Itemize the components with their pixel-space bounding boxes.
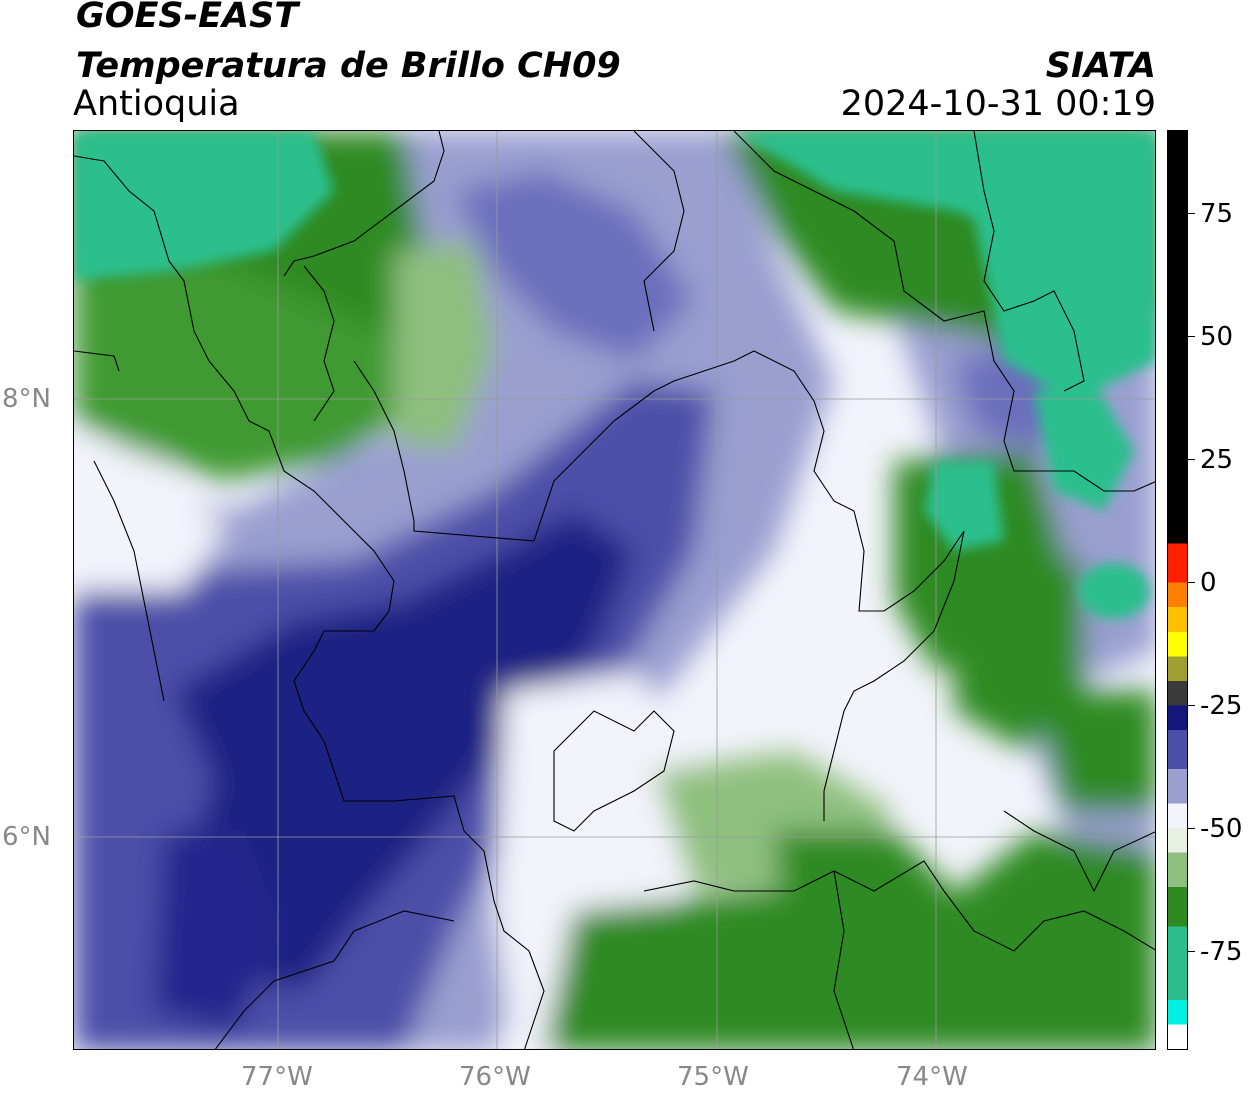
boundaries <box>74 131 1155 1049</box>
colorbar-tick <box>1188 581 1195 584</box>
antioquia-north-border <box>533 350 965 612</box>
aburra-valley <box>553 710 675 832</box>
lat-label-6n: 6°N <box>2 822 51 852</box>
satellite-title: GOES-EAST <box>76 0 299 36</box>
caldas-internal <box>833 870 854 1049</box>
colorbar-tick-label: 75 <box>1200 198 1234 229</box>
lon-label-76w: 76°W <box>459 1062 531 1092</box>
colorbar-tick-label: 0 <box>1200 567 1217 598</box>
datetime-label: 2024-10-31 00:19 <box>840 84 1156 124</box>
brightness-temperature-map <box>74 131 1155 1049</box>
colorbar-tick-label: -50 <box>1200 813 1243 844</box>
boyaca-border <box>1003 810 1155 893</box>
panama-border <box>74 350 120 372</box>
colorbar-tick <box>1188 212 1195 215</box>
colorbar-tick-label: -25 <box>1200 690 1243 721</box>
lon-label-77w: 77°W <box>241 1062 313 1092</box>
colorbar-tick <box>1188 704 1195 707</box>
colorbar-tick-label: 50 <box>1200 321 1234 352</box>
antioquia-west-border <box>74 155 545 1049</box>
agency-label: SIATA <box>1045 46 1156 86</box>
teal-cold-tops <box>74 131 1155 619</box>
santander-border <box>733 131 1155 492</box>
antioquia-east-border <box>823 530 965 821</box>
colorbar-tick-label: 25 <box>1200 444 1234 475</box>
colorbar-tick <box>1188 950 1195 953</box>
product-title: Temperatura de Brillo CH09 <box>76 46 621 86</box>
choco-coast <box>93 460 165 702</box>
santander-border-b <box>973 131 1085 392</box>
colorbar-tick <box>1188 335 1195 338</box>
map-panel[interactable] <box>73 130 1156 1050</box>
colorbar-tick <box>1188 827 1195 830</box>
lon-label-75w: 75°W <box>677 1062 749 1092</box>
lat-label-8n: 8°N <box>2 384 51 414</box>
region-label: Antioquia <box>73 84 240 124</box>
lon-label-74w: 74°W <box>896 1062 968 1092</box>
colorbar <box>1167 130 1188 1050</box>
colorbar-tick-label: -75 <box>1200 936 1243 967</box>
coastline-uraba <box>283 131 445 277</box>
coastline-gulf <box>303 265 335 422</box>
bolivar-border-a <box>633 131 685 332</box>
cordoba-border <box>353 360 535 542</box>
caldas-border <box>643 860 1155 952</box>
choco-border <box>214 910 455 1049</box>
colorbar-tick <box>1188 458 1195 461</box>
gridlines <box>74 131 1155 1049</box>
